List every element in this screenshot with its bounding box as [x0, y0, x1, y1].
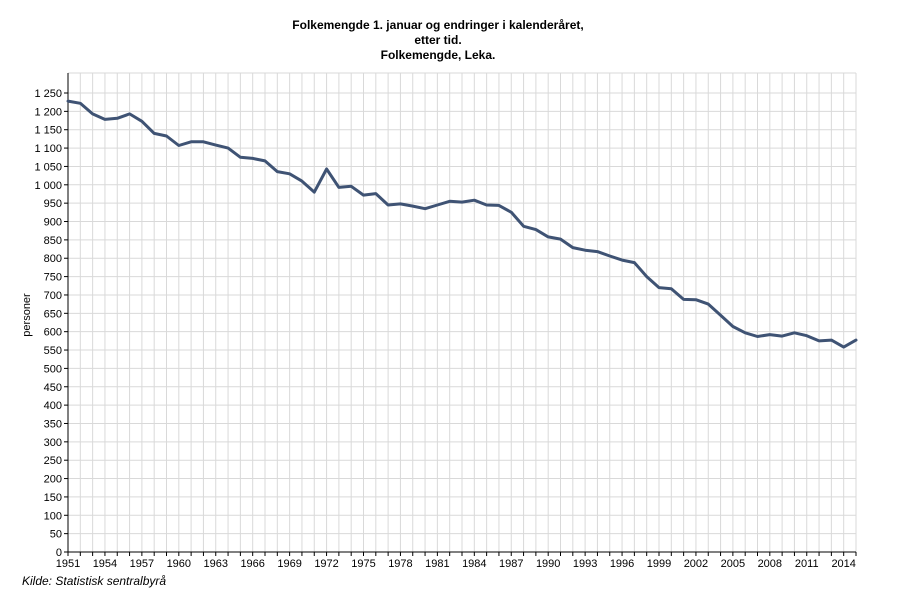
y-tick-label: 200 [44, 474, 62, 486]
x-tick-label: 1963 [204, 558, 228, 570]
y-tick-label: 850 [44, 235, 62, 247]
y-tick-label: 700 [44, 290, 62, 302]
x-tick-label: 1960 [167, 558, 191, 570]
y-tick-label: 1 000 [34, 180, 62, 192]
x-tick-label: 1996 [610, 558, 634, 570]
y-tick-label: 1 150 [34, 125, 62, 137]
y-tick-label: 300 [44, 437, 62, 449]
y-tick-label: 950 [44, 198, 62, 210]
x-tick-label: 2008 [758, 558, 782, 570]
y-tick-label: 1 200 [34, 106, 62, 118]
x-tick-label: 1984 [462, 558, 486, 570]
y-tick-label: 900 [44, 217, 62, 229]
x-tick-label: 2011 [795, 558, 819, 570]
x-tick-label: 1987 [499, 558, 523, 570]
x-tick-label: 1981 [425, 558, 449, 570]
y-tick-label: 50 [50, 529, 62, 541]
x-tick-label: 1966 [240, 558, 264, 570]
y-tick-label: 250 [44, 455, 62, 467]
y-tick-label: 1 100 [34, 143, 62, 155]
y-tick-label: 350 [44, 418, 62, 430]
x-tick-label: 1975 [351, 558, 375, 570]
y-tick-label: 150 [44, 492, 62, 504]
source-note: Kilde: Statistisk sentralbyrå [22, 574, 166, 588]
x-tick-label: 1990 [536, 558, 560, 570]
y-tick-label: 550 [44, 345, 62, 357]
x-tick-label: 2002 [684, 558, 708, 570]
y-tick-label: 1 250 [34, 88, 62, 100]
y-tick-label: 600 [44, 327, 62, 339]
y-tick-label: 100 [44, 510, 62, 522]
x-tick-label: 1969 [277, 558, 301, 570]
x-tick-label: 1951 [56, 558, 80, 570]
y-tick-label: 400 [44, 400, 62, 412]
y-axis-label: personer [21, 293, 33, 337]
x-tick-label: 2005 [721, 558, 745, 570]
x-tick-label: 1954 [93, 558, 117, 570]
x-tick-label: 1978 [388, 558, 412, 570]
x-tick-label: 2014 [831, 558, 855, 570]
x-tick-label: 1993 [573, 558, 597, 570]
y-tick-label: 1 050 [34, 161, 62, 173]
y-tick-label: 500 [44, 363, 62, 375]
y-tick-label: 450 [44, 382, 62, 394]
x-tick-label: 1957 [130, 558, 154, 570]
y-tick-label: 650 [44, 308, 62, 320]
y-tick-labels: 0501001502002503003504004505005506006507… [34, 88, 62, 559]
x-tick-label: 1999 [647, 558, 671, 570]
y-tick-label: 800 [44, 253, 62, 265]
y-tick-label: 750 [44, 272, 62, 284]
x-tick-labels: 1951 1954 1957 1960 1963 1966 1969 1972 1975 1978… [56, 558, 856, 570]
grid-lines [68, 73, 856, 552]
x-tick-label: 1972 [314, 558, 338, 570]
